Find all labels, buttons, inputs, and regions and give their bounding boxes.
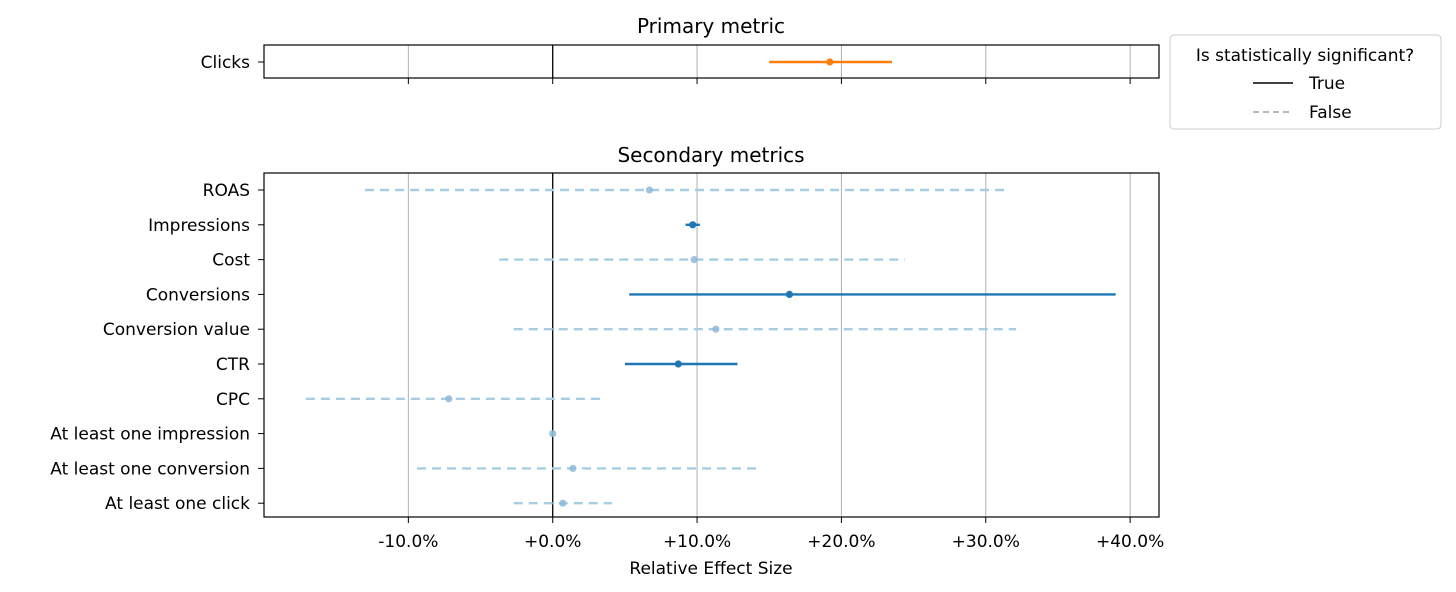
ctr-label: CTR	[216, 355, 250, 375]
x-tick-label: -10.0%	[378, 532, 438, 552]
secondary-y-labels: ROAS Impressions Cost Conversions Conversion…	[50, 181, 264, 514]
legend-true-label: True	[1308, 74, 1345, 94]
secondary-plot-frame	[263, 172, 1160, 518]
conversion-value-point	[712, 325, 720, 333]
clicks-label: Clicks	[201, 53, 251, 73]
x-tick-label: +0.0%	[524, 532, 581, 552]
cpc-point	[445, 395, 453, 403]
primary-x-ticks	[407, 78, 1131, 84]
ctr-point	[674, 360, 682, 368]
secondary-x-ticks: -10.0% +0.0% +10.0% +20.0% +30.0% +40.0%	[378, 517, 1164, 552]
impressions-label: Impressions	[148, 216, 250, 236]
primary-y-labels: Clicks	[201, 53, 264, 73]
cost-point	[690, 256, 698, 264]
primary-plot-frame	[263, 44, 1160, 79]
x-tick-label: +40.0%	[1096, 532, 1164, 552]
legend-box	[1169, 34, 1442, 130]
x-tick-label: +20.0%	[807, 532, 875, 552]
x-tick-label: +10.0%	[663, 532, 731, 552]
secondary-metrics-panel: Secondary metrics ROAS Impressions Cost Con…	[50, 143, 1164, 579]
primary-marks	[769, 58, 892, 66]
at-least-one-click-point	[559, 499, 567, 507]
cost-label: Cost	[212, 251, 250, 271]
conversion-value-label: Conversion value	[103, 320, 250, 340]
impressions-point	[689, 221, 697, 229]
conversions-label: Conversions	[146, 285, 250, 305]
legend-title: Is statistically significant?	[1196, 46, 1414, 66]
roas-label: ROAS	[203, 181, 250, 201]
conversions-point	[785, 290, 794, 298]
secondary-panel-title: Secondary metrics	[617, 143, 804, 167]
at-least-one-click-label: At least one click	[105, 494, 250, 514]
roas-point	[645, 186, 654, 194]
at-least-one-conversion-label: At least one conversion	[50, 459, 250, 479]
secondary-marks	[305, 186, 1116, 507]
at-least-one-conversion-point	[569, 464, 577, 472]
clicks-point	[826, 58, 834, 66]
primary-gridlines	[407, 45, 1131, 78]
x-axis-label: Relative Effect Size	[629, 559, 792, 579]
at-least-one-impression-point	[549, 430, 557, 438]
x-tick-label: +30.0%	[952, 532, 1020, 552]
at-least-one-impression-label: At least one impression	[50, 425, 250, 445]
primary-metric-panel: Primary metric Clicks	[201, 14, 1160, 84]
secondary-gridlines	[407, 173, 1131, 517]
primary-panel-title: Primary metric	[637, 14, 785, 38]
cpc-label: CPC	[216, 390, 250, 410]
legend-false-label: False	[1309, 103, 1352, 123]
legend: Is statistically significant? True False	[1169, 34, 1442, 130]
